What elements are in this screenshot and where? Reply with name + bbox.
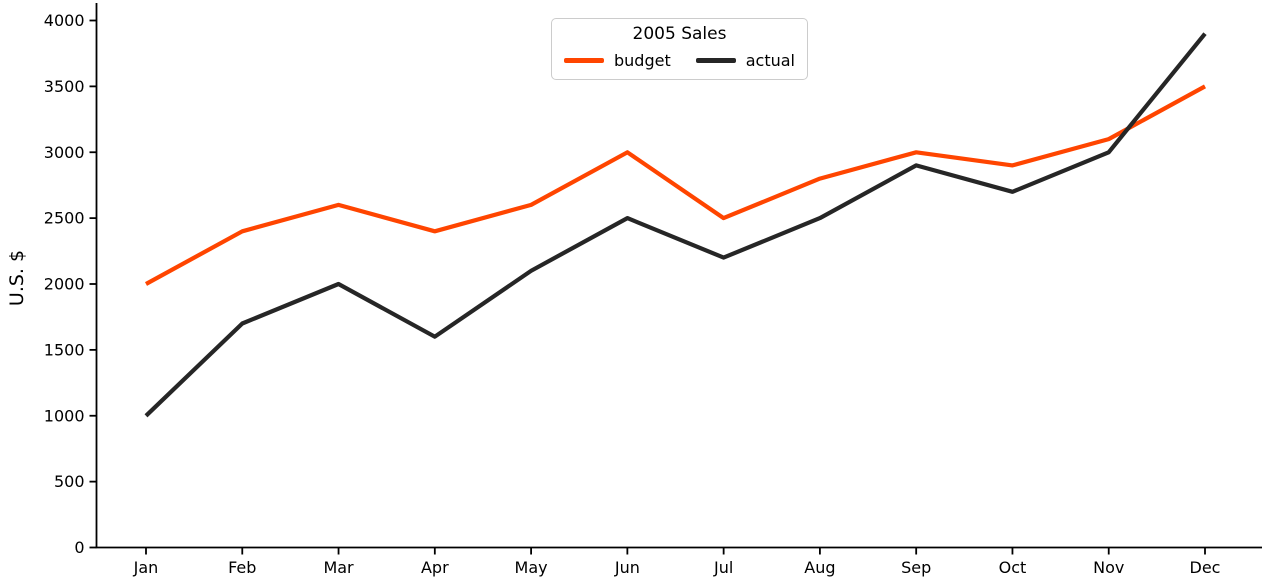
x-tick-label: Jul xyxy=(713,558,733,577)
x-tick-label: Apr xyxy=(421,558,449,577)
legend: 2005 Sales budget actual xyxy=(551,18,808,80)
legend-item-budget: budget xyxy=(564,51,671,70)
y-tick-label: 3000 xyxy=(44,143,85,162)
x-tick-label: Dec xyxy=(1190,558,1221,577)
budget-line-swatch xyxy=(564,58,604,63)
y-tick-label: 2000 xyxy=(44,275,85,294)
x-tick-label: May xyxy=(515,558,548,577)
y-tick-label: 1000 xyxy=(44,406,85,425)
y-tick-label: 0 xyxy=(74,538,84,557)
x-tick-label: Jun xyxy=(614,558,640,577)
y-axis-label: U.S. $ xyxy=(6,249,28,307)
x-tick-label: Jan xyxy=(133,558,159,577)
legend-items: budget actual xyxy=(561,51,798,70)
x-tick-label: Aug xyxy=(804,558,835,577)
series-layer xyxy=(144,32,1207,418)
y-tick-label: 1500 xyxy=(44,340,85,359)
legend-title: 2005 Sales xyxy=(632,24,727,44)
x-tick-label: Oct xyxy=(999,558,1027,577)
actual-line-swatch xyxy=(695,58,736,63)
y-tick-label: 2500 xyxy=(44,209,85,228)
x-tick-label: Nov xyxy=(1093,558,1124,577)
legend-label-budget: budget xyxy=(614,51,671,70)
y-tick-label: 3500 xyxy=(44,77,85,96)
ticks-layer: 0 500 1000 1500 2000 2500 3000 3500 4000 Jan Feb Ma… xyxy=(44,11,1221,577)
x-tick-label: Mar xyxy=(323,558,354,577)
x-tick-label: Sep xyxy=(901,558,931,577)
y-tick-label: 500 xyxy=(54,472,85,491)
legend-label-actual: actual xyxy=(745,51,795,70)
legend-item-actual: actual xyxy=(695,51,795,70)
x-tick-label: Feb xyxy=(228,558,256,577)
y-tick-label: 4000 xyxy=(44,11,85,30)
series-line-actual xyxy=(144,32,1207,418)
axes-layer xyxy=(95,3,1262,549)
series-line-budget xyxy=(144,84,1207,286)
